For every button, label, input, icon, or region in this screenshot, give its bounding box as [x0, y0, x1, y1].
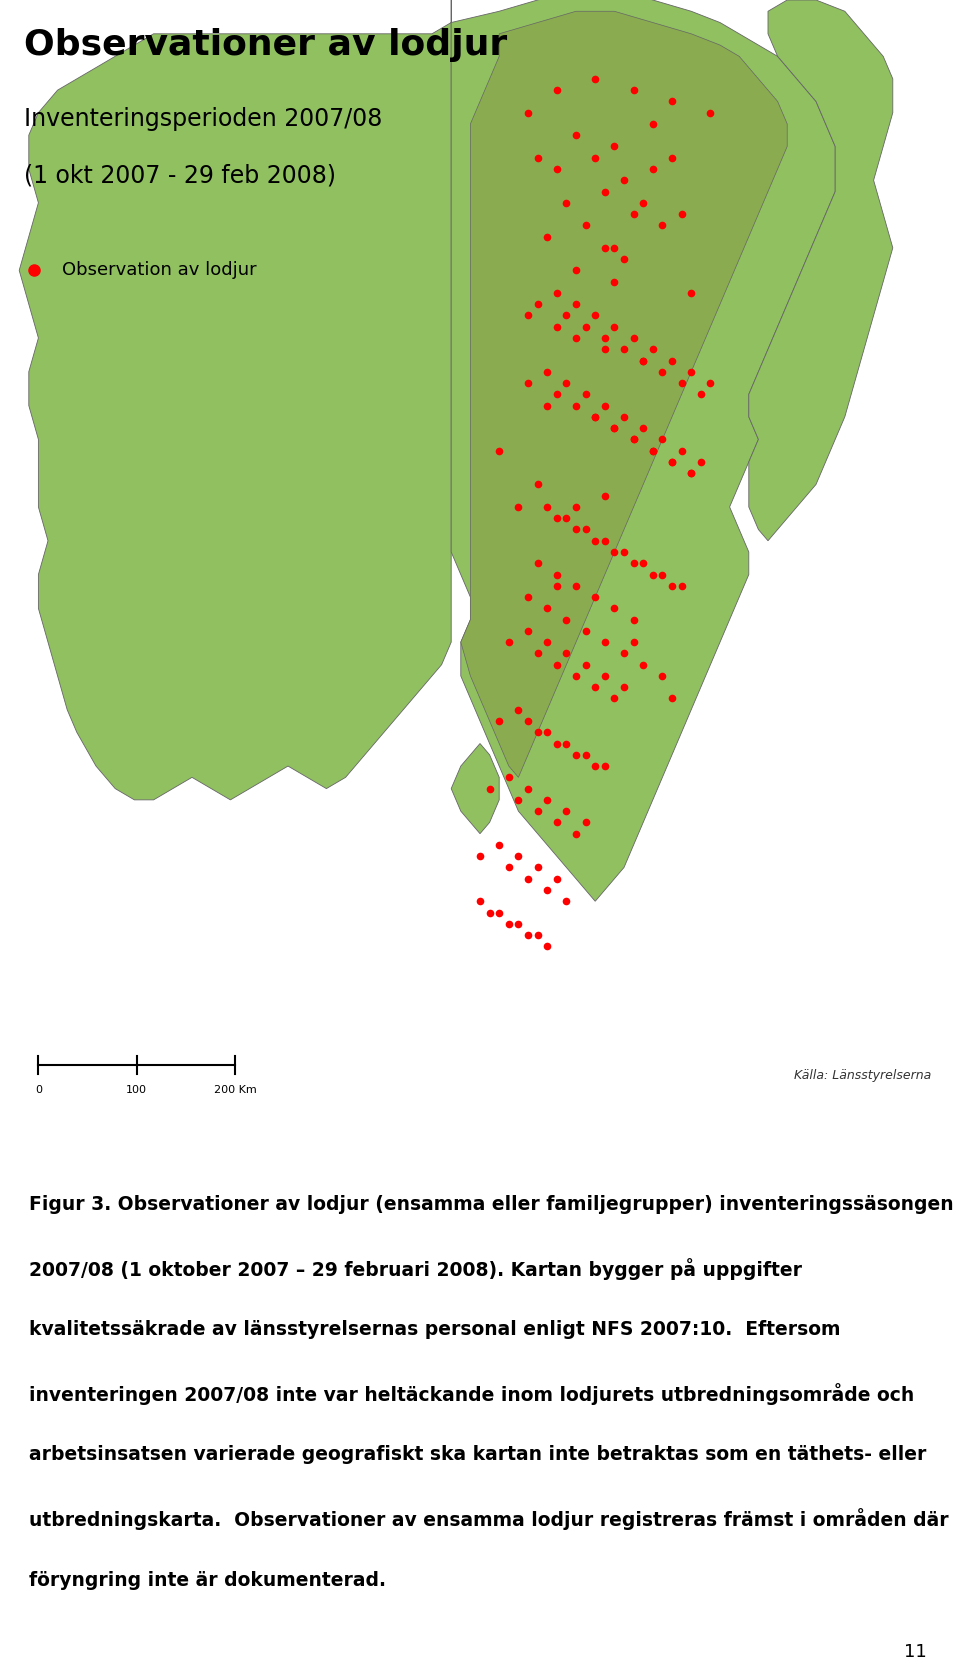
- Text: Observation av lodjur: Observation av lodjur: [62, 262, 257, 279]
- Polygon shape: [451, 744, 499, 833]
- Text: Figur 3. Observationer av lodjur (ensamma eller familjegrupper) inventeringssäso: Figur 3. Observationer av lodjur (ensamm…: [29, 1195, 953, 1213]
- Text: arbetsinsatsen varierade geografiskt ska kartan inte betraktas som en täthets- e: arbetsinsatsen varierade geografiskt ska…: [29, 1445, 926, 1464]
- Text: (1 okt 2007 - 29 feb 2008): (1 okt 2007 - 29 feb 2008): [24, 164, 336, 187]
- Polygon shape: [749, 0, 893, 541]
- Text: kvalitetssäkrade av länsstyrelsernas personal enligt NFS 2007:10.  Eftersom: kvalitetssäkrade av länsstyrelsernas per…: [29, 1320, 840, 1339]
- Text: 200 Km: 200 Km: [214, 1085, 256, 1095]
- Text: Observationer av lodjur: Observationer av lodjur: [24, 28, 507, 62]
- Text: utbredningskarta.  Observationer av ensamma lodjur registreras främst i områden : utbredningskarta. Observationer av ensam…: [29, 1509, 948, 1530]
- Text: 11: 11: [903, 1642, 926, 1661]
- Polygon shape: [19, 0, 451, 799]
- Text: 2007/08 (1 oktober 2007 – 29 februari 2008). Kartan bygger på uppgifter: 2007/08 (1 oktober 2007 – 29 februari 20…: [29, 1258, 802, 1280]
- Text: föryngring inte är dokumenterad.: föryngring inte är dokumenterad.: [29, 1571, 386, 1589]
- Text: Källa: Länsstyrelserna: Källa: Länsstyrelserna: [794, 1068, 931, 1082]
- Polygon shape: [451, 0, 835, 901]
- Text: inventeringen 2007/08 inte var heltäckande inom lodjurets utbredningsområde och: inventeringen 2007/08 inte var heltäckan…: [29, 1382, 914, 1405]
- Text: Inventeringsperioden 2007/08: Inventeringsperioden 2007/08: [24, 107, 382, 132]
- Polygon shape: [461, 12, 787, 778]
- Text: 100: 100: [127, 1085, 147, 1095]
- Text: 0: 0: [35, 1085, 42, 1095]
